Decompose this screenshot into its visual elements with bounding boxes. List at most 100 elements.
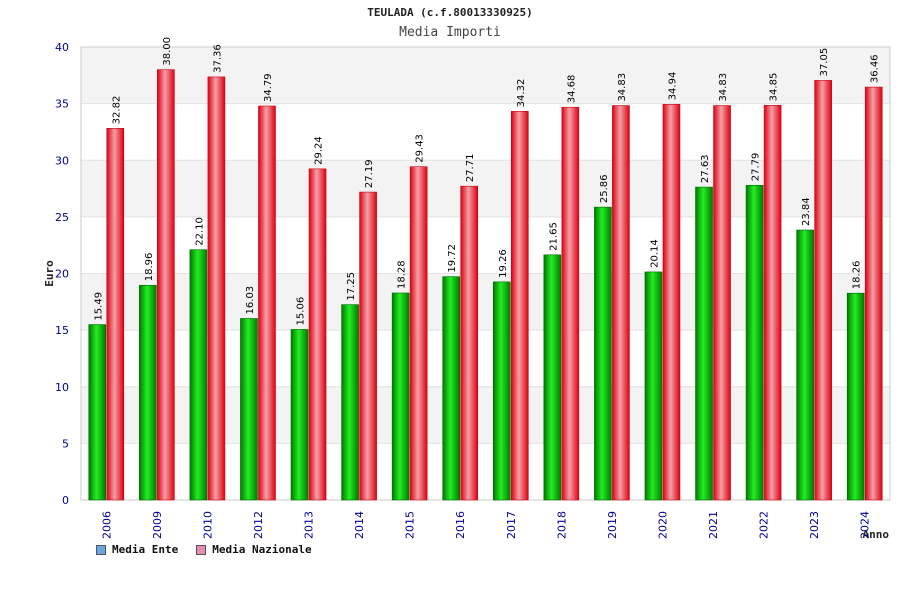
bar-nazionale (814, 80, 832, 501)
y-axis-label: Euro (43, 260, 56, 287)
bar-ente (442, 276, 461, 501)
bar-ente (139, 284, 157, 501)
bar-ente (543, 254, 562, 501)
x-tick-label: 2020 (656, 511, 669, 539)
x-tick-label: 2014 (353, 511, 366, 539)
bar-nazionale (713, 105, 731, 501)
bar-nazionale (864, 86, 883, 501)
x-tick-label: 2021 (707, 511, 720, 539)
x-tick-label: 2013 (303, 511, 316, 539)
bar-nazionale (258, 105, 276, 501)
data-label-nazionale: 27.19 (364, 159, 375, 188)
y-tick-label: 25 (55, 211, 69, 224)
bar-nazionale (460, 185, 479, 501)
y-tick-label: 0 (62, 494, 69, 507)
data-label-ente: 22.10 (194, 217, 205, 246)
bar-nazionale (207, 76, 226, 501)
y-tick-label: 10 (55, 381, 69, 394)
bar-ente (745, 184, 764, 501)
bar-ente (290, 329, 309, 501)
data-label-nazionale: 34.79 (263, 73, 274, 102)
x-tick-label: 2023 (808, 511, 821, 539)
data-label-nazionale: 29.43 (415, 134, 426, 163)
data-label-ente: 15.49 (93, 292, 104, 321)
y-tick-label: 15 (55, 324, 69, 337)
data-label-ente: 21.65 (548, 222, 559, 251)
bar-ente (88, 324, 107, 501)
x-tick-label: 2024 (859, 511, 872, 539)
x-tick-label: 2015 (404, 511, 417, 539)
data-label-ente: 18.26 (852, 261, 863, 290)
data-label-ente: 19.26 (498, 249, 509, 278)
y-tick-label: 5 (62, 437, 69, 450)
data-label-ente: 17.25 (346, 272, 357, 301)
data-label-nazionale: 34.68 (566, 75, 577, 104)
bar-ente (796, 229, 814, 501)
y-tick-label: 35 (55, 98, 69, 111)
bar-nazionale (409, 166, 428, 501)
bar-nazionale (359, 191, 377, 501)
bar-nazionale (157, 69, 175, 501)
x-tick-label: 2019 (606, 511, 619, 539)
chart-subtitle: Media Importi (399, 25, 501, 40)
legend-label-ente: Media Ente (112, 543, 179, 556)
data-label-ente: 20.14 (649, 239, 660, 268)
plot-frame (80, 46, 891, 501)
data-label-nazionale: 34.83 (617, 73, 628, 102)
legend-swatch-ente (96, 544, 106, 555)
bar-ente (341, 304, 359, 501)
bar-ente (240, 318, 258, 501)
data-label-nazionale: 38.00 (162, 37, 173, 66)
data-label-nazionale: 34.85 (769, 73, 780, 102)
bar-nazionale (763, 105, 782, 501)
data-label-ente: 27.63 (700, 154, 711, 183)
x-tick-label: 2012 (252, 511, 265, 539)
data-label-ente: 18.28 (397, 260, 408, 289)
legend-item-nazionale: Media Nazionale (196, 543, 312, 556)
data-label-ente: 25.86 (599, 174, 610, 203)
bar-ente (594, 206, 612, 501)
bar-ente (695, 186, 713, 501)
legend: Media Ente Media Nazionale (96, 543, 312, 556)
x-tick-label: 2018 (555, 511, 568, 539)
y-tick-label: 30 (55, 154, 69, 167)
data-label-ente: 15.06 (296, 297, 307, 326)
data-label-nazionale: 37.36 (212, 44, 223, 73)
bar-nazionale (612, 105, 630, 501)
bar-nazionale (510, 111, 529, 501)
chart-title: TEULADA (c.f.80013330925) (367, 6, 533, 19)
data-label-nazionale: 34.83 (718, 73, 729, 102)
x-axis-label: Anno (863, 528, 890, 541)
bar-nazionale (561, 106, 580, 501)
bar-nazionale (308, 168, 327, 501)
data-label-nazionale: 27.71 (465, 154, 476, 183)
x-tick-label: 2009 (151, 511, 164, 539)
data-label-ente: 18.96 (144, 253, 155, 282)
data-label-nazionale: 34.94 (667, 72, 678, 101)
data-label-nazionale: 36.46 (870, 54, 881, 83)
data-label-nazionale: 29.24 (314, 136, 325, 165)
x-tick-label: 2006 (100, 511, 113, 539)
bar-ente (492, 281, 511, 501)
x-tick-label: 2016 (454, 511, 467, 539)
x-tick-label: 2017 (505, 511, 518, 539)
data-label-nazionale: 32.82 (111, 96, 122, 125)
data-label-nazionale: 34.32 (516, 79, 527, 108)
bar-ente (189, 249, 208, 501)
data-label-ente: 16.03 (245, 286, 256, 315)
legend-label-nazionale: Media Nazionale (212, 543, 312, 556)
data-label-ente: 27.79 (751, 153, 762, 182)
bar-nazionale (662, 104, 681, 501)
bar-ente (391, 292, 410, 501)
legend-swatch-nazionale (196, 544, 207, 555)
data-label-nazionale: 37.05 (819, 48, 830, 77)
legend-item-ente: Media Ente (96, 543, 178, 556)
data-label-ente: 19.72 (447, 244, 458, 273)
y-tick-label: 20 (55, 268, 69, 281)
y-tick-label: 40 (55, 41, 69, 54)
x-tick-label: 2022 (758, 511, 771, 539)
bar-ente (846, 292, 865, 501)
x-tick-label: 2010 (201, 511, 214, 539)
data-label-ente: 23.84 (801, 197, 812, 226)
